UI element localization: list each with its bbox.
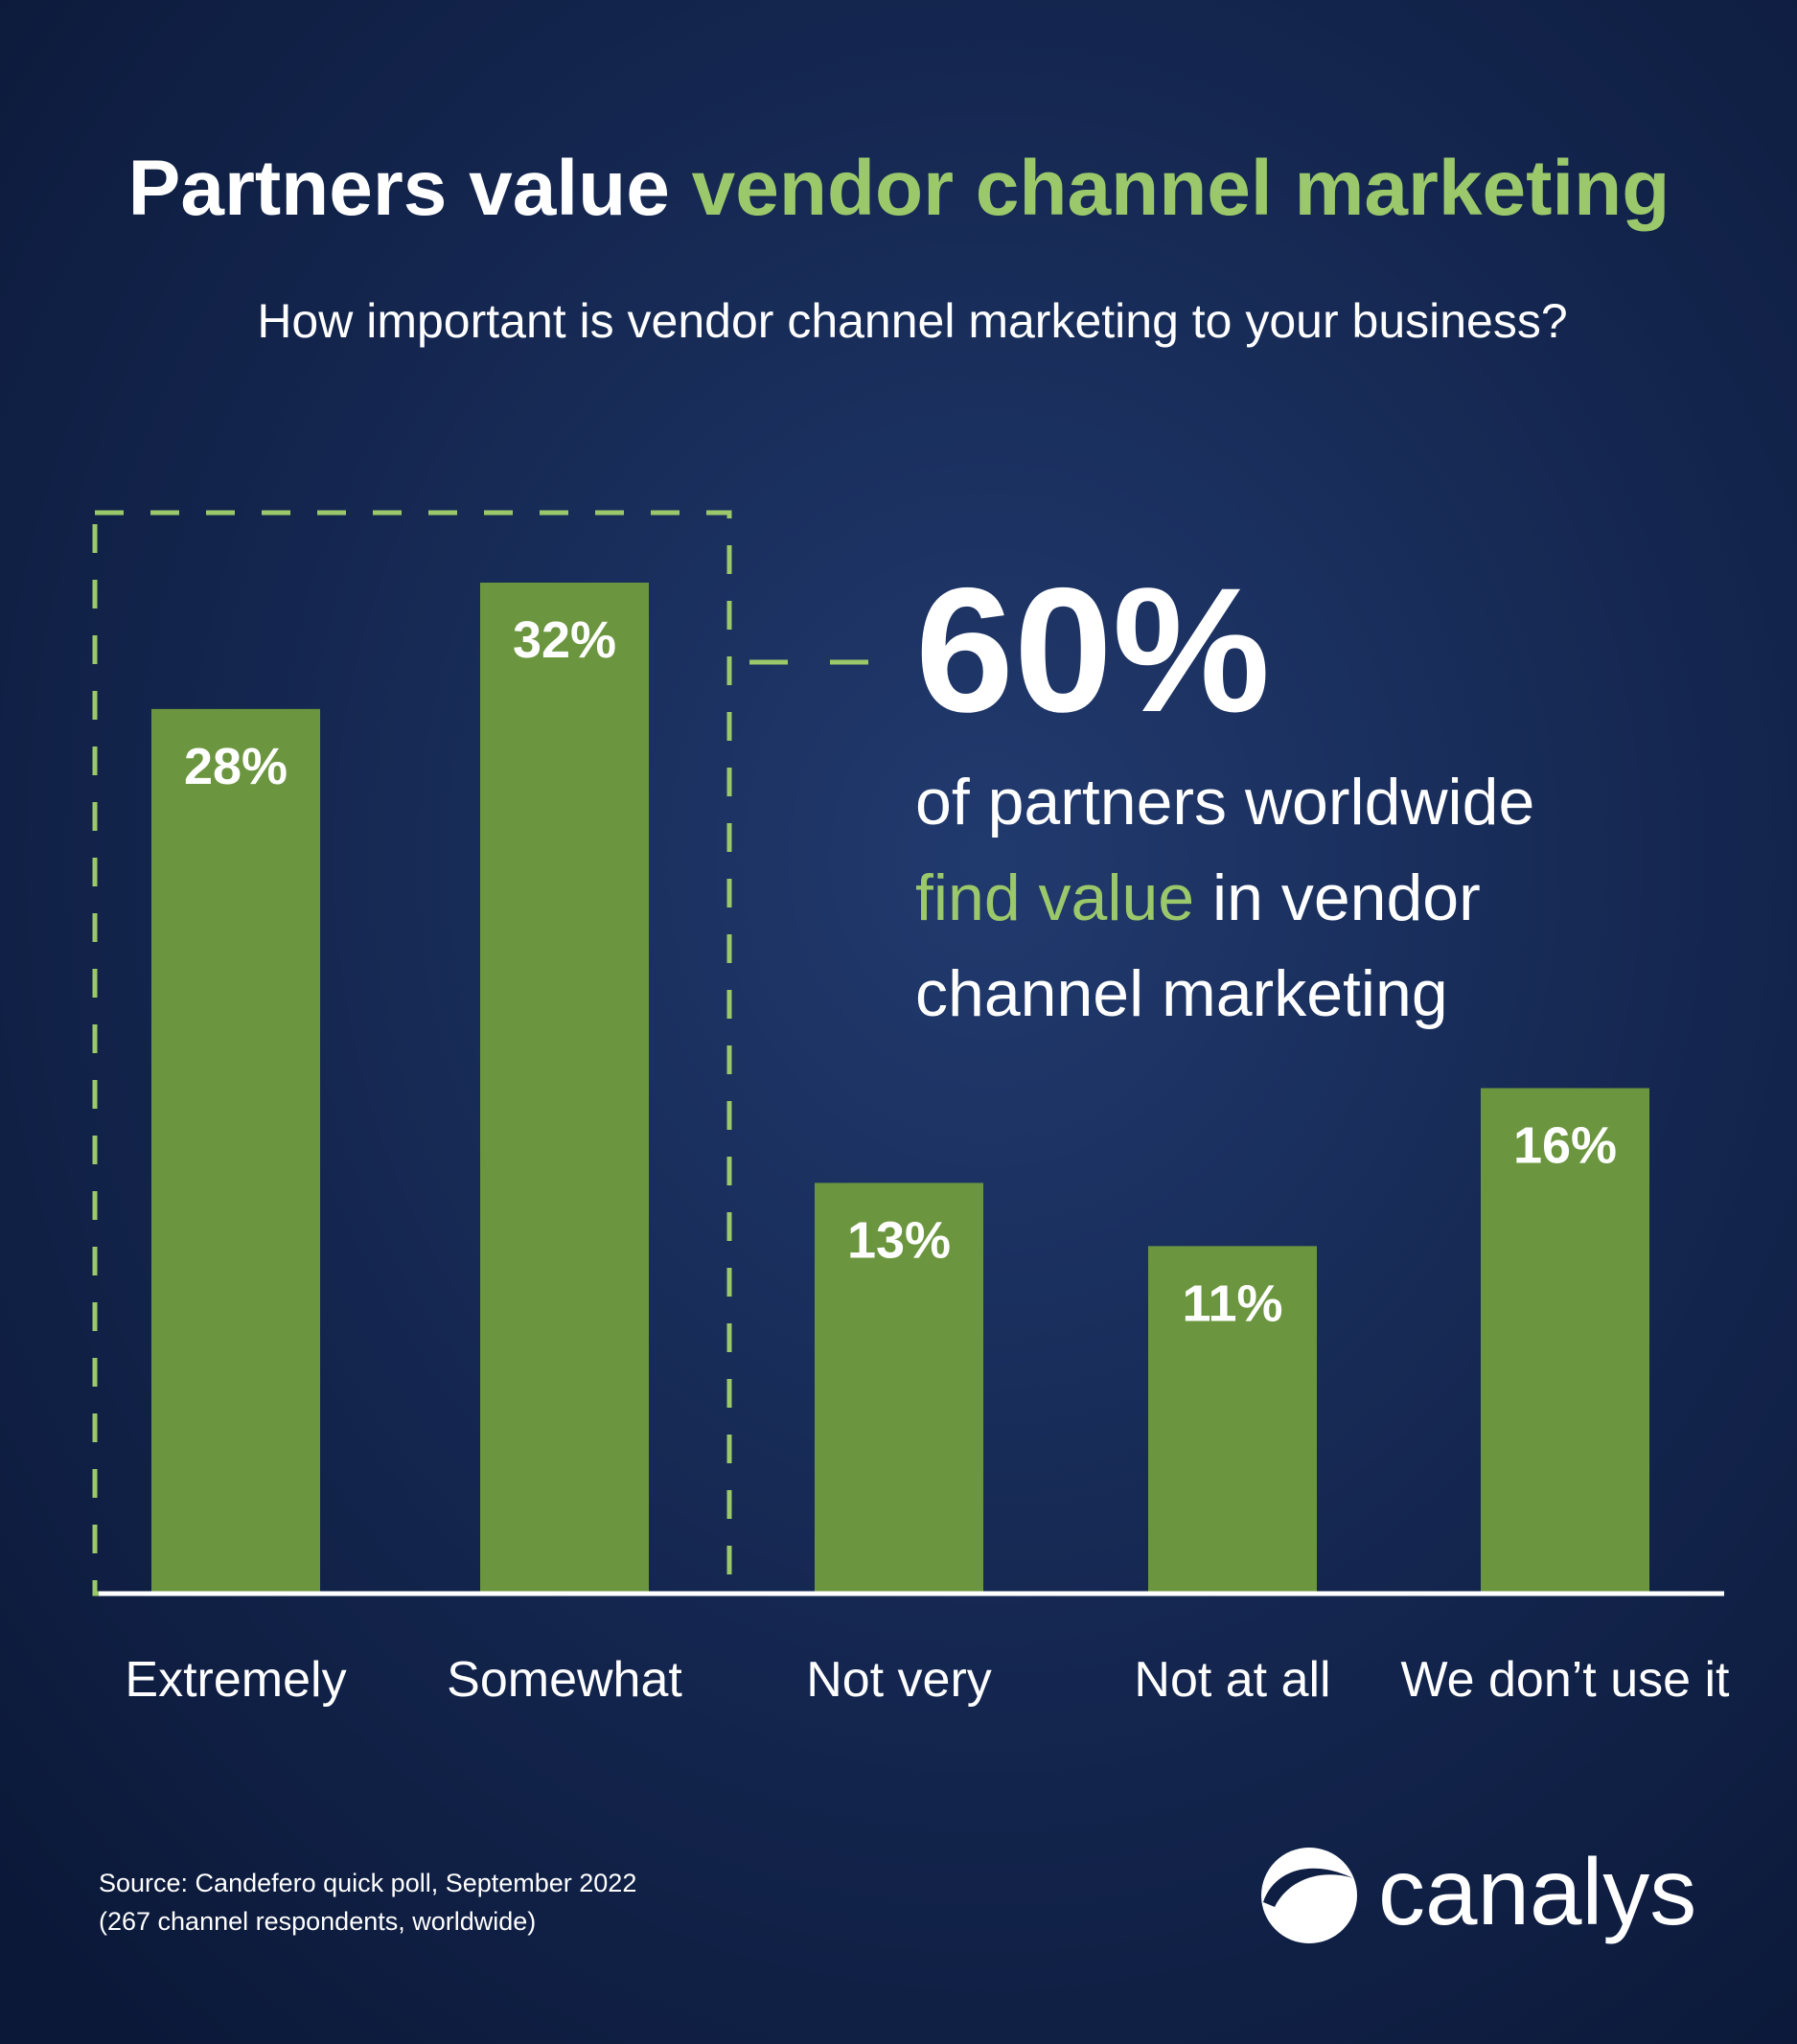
x-tick-label: We don’t use it [1400, 1652, 1730, 1708]
source: (267 channel respondents, worldwide) [99, 1907, 536, 1936]
logo-swoosh [1263, 1868, 1353, 1907]
value-label: 28% [184, 738, 288, 795]
callout-line: of partners worldwide [915, 766, 1534, 838]
logo-text: canalys [1378, 1839, 1696, 1944]
bar [151, 708, 320, 1594]
bar [815, 1183, 983, 1594]
callout-text: in vendor [1212, 861, 1481, 934]
callout-text: of partners worldwide [915, 766, 1534, 838]
source: Source: Candefero quick poll, September … [99, 1869, 636, 1897]
chart-subtitle: How important is vendor channel marketin… [257, 294, 1567, 348]
title-part: vendor channel marketing [692, 145, 1670, 232]
title-part: Partners value [128, 145, 670, 232]
callout-text: channel marketing [915, 957, 1448, 1030]
logo: canalys [1261, 1839, 1696, 1944]
value-label: 11% [1182, 1275, 1282, 1332]
callout-text: find value [915, 861, 1194, 934]
value-label: 13% [847, 1211, 951, 1269]
callout-line: find value in vendor [915, 861, 1481, 934]
highlight-box [92, 510, 732, 1596]
bar [1148, 1246, 1317, 1594]
value-label: 32% [513, 611, 616, 669]
bar [480, 583, 649, 1594]
x-tick-label: Extremely [125, 1652, 346, 1708]
chart-title: Partners value vendor channel marketing [128, 145, 1670, 232]
value-label: 16% [1513, 1117, 1617, 1175]
x-tick-label: Somewhat [447, 1652, 682, 1708]
callout-line: channel marketing [915, 957, 1448, 1030]
x-tick-label: Not very [806, 1652, 992, 1708]
x-tick-label: Not at all [1134, 1652, 1330, 1708]
bar [1481, 1088, 1649, 1594]
callout-value: 60% [915, 552, 1270, 749]
